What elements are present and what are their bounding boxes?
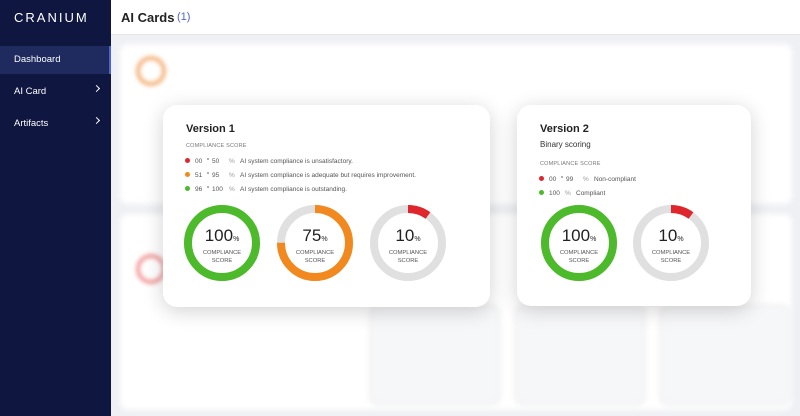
gauge-value: 75% [275, 226, 355, 246]
range-from: 96 [195, 186, 203, 193]
range-text: Non-compliant [594, 176, 636, 183]
gauge [633, 205, 709, 281]
range-dot [185, 158, 190, 163]
range-text: Compliant [576, 190, 606, 197]
range-row: 96 100% AI system compliance is outstandin… [185, 186, 485, 196]
range-to: 100 [212, 186, 223, 193]
gauge-label: COMPLIANCE SCORE [295, 250, 335, 264]
gauge-label: COMPLIANCE SCORE [388, 250, 428, 264]
range-unit: % [583, 176, 589, 183]
card-title: Version 1 [186, 123, 235, 135]
range-dot [185, 186, 190, 191]
range-row: 00 50% AI system compliance is unsatisfact… [185, 158, 485, 168]
gauge-number: 75 [302, 226, 322, 245]
score-card: Version 2 Binary scoring COMPLIANCE SCORE 0… [517, 105, 751, 306]
range-dot [539, 176, 544, 181]
range-from: 00 [549, 176, 557, 183]
gauge-number: 100 [561, 226, 591, 245]
range-row: 51 95% AI system compliance is adequate bu… [185, 172, 485, 182]
range-text: AI system compliance is outstanding. [240, 186, 347, 193]
range-unit: % [229, 186, 235, 193]
range-to: 50 [212, 158, 220, 165]
sidebar: CRANIUM Dashboard AI Card Artifacts [0, 0, 111, 416]
range-dot [185, 172, 190, 177]
range-from: 00 [195, 158, 203, 165]
gauge-value: 100% [182, 226, 262, 246]
gauge-unit: % [233, 236, 240, 243]
nav-label: AI Card [14, 86, 47, 97]
range-separator [561, 176, 563, 178]
range-from: 51 [195, 172, 203, 179]
nav-item[interactable]: Dashboard [0, 46, 111, 74]
gauge-value: 10% [631, 226, 711, 246]
range-unit: % [229, 158, 235, 165]
card-subtitle: Binary scoring [540, 140, 591, 149]
card-count: (1) [177, 11, 191, 23]
gauge-arc [277, 205, 353, 281]
range-separator [207, 186, 209, 188]
range-separator [207, 158, 209, 160]
gauge-unit: % [414, 236, 421, 243]
gauge-label: COMPLIANCE SCORE [202, 250, 242, 264]
gauge-number: 100 [204, 226, 234, 245]
gauge [184, 205, 260, 281]
page-title: AI Cards [121, 10, 175, 25]
range-row: 00 99% Non-compliant [539, 176, 800, 186]
range-from: 100 [549, 190, 560, 197]
gauge-arc [370, 205, 446, 281]
range-text: AI system compliance is unsatisfactory. [240, 158, 353, 165]
gauge-arc [633, 205, 709, 281]
blurred-card [660, 305, 790, 405]
logo: CRANIUM [14, 10, 89, 25]
chevron-icon [92, 116, 101, 125]
gauge-number: 10 [395, 226, 415, 245]
nav-label: Artifacts [14, 118, 49, 129]
gauge-unit: % [677, 236, 684, 243]
nav-item[interactable]: AI Card [0, 78, 111, 106]
gauge-value: 100% [539, 226, 619, 246]
nav-label: Dashboard [14, 54, 61, 65]
range-separator [207, 172, 209, 174]
range-unit: % [229, 172, 235, 179]
range-row: 100% Compliant [539, 190, 800, 200]
card-title: Version 2 [540, 123, 589, 135]
score-card: Version 1 COMPLIANCE SCORE 00 50% AI system … [163, 105, 490, 307]
range-to: 99 [566, 176, 574, 183]
header: AI Cards (1) [111, 0, 800, 35]
gauge-label: COMPLIANCE SCORE [559, 250, 599, 264]
gauge-label: COMPLIANCE SCORE [651, 250, 691, 264]
gauge-arc [184, 205, 260, 281]
range-dot [539, 190, 544, 195]
range-text: AI system compliance is adequate but req… [240, 172, 416, 179]
nav-item[interactable]: Artifacts [0, 110, 111, 138]
blurred-gauge [136, 56, 166, 86]
range-unit: % [565, 190, 571, 197]
gauge [277, 205, 353, 281]
chevron-icon [92, 84, 101, 93]
gauge-arc [541, 205, 617, 281]
score-heading: COMPLIANCE SCORE [186, 143, 247, 149]
gauge [370, 205, 446, 281]
gauge-unit: % [590, 236, 597, 243]
score-heading: COMPLIANCE SCORE [540, 161, 601, 167]
gauge-unit: % [321, 236, 328, 243]
gauge-number: 10 [658, 226, 678, 245]
gauge [541, 205, 617, 281]
blurred-card [370, 305, 500, 405]
range-to: 95 [212, 172, 220, 179]
blurred-gauge [136, 254, 166, 284]
gauge-value: 10% [368, 226, 448, 246]
blurred-card [515, 305, 645, 405]
